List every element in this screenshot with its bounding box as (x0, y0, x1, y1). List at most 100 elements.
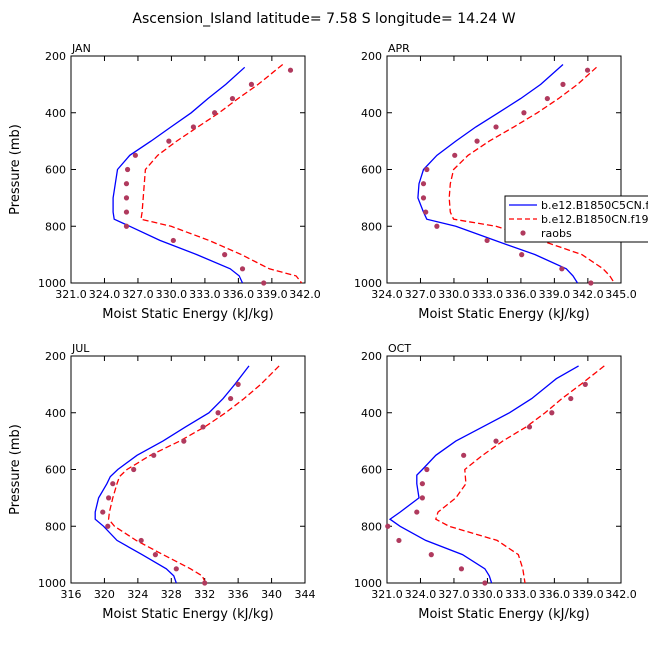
panel-label: JUL (71, 342, 90, 355)
raobs-point (396, 537, 402, 544)
y-tick-label: 800 (45, 520, 66, 533)
y-tick-label: 600 (361, 164, 382, 177)
x-tick-label: 342.0 (289, 288, 321, 301)
raobs-point (423, 209, 429, 215)
x-tick-label: 321.0 (371, 588, 403, 601)
panel-label: JAN (71, 42, 91, 55)
legend-label: raobs (541, 227, 572, 240)
x-tick-label: 324 (127, 588, 148, 601)
series-line (112, 66, 246, 284)
panel-apr: APR 324.0 327.0 330.0 333.0 336.0 339.0 342.0 34… (354, 42, 637, 322)
panel-jul: JUL 316 320 324 328 332 336 340 344 200 400 600 800 1… (8, 342, 316, 622)
x-axis-label: Moist Static Energy (kJ/kg) (102, 607, 273, 622)
raobs-point (248, 81, 255, 87)
y-axis-label: Pressure (mb) (8, 424, 23, 515)
raobs-point (461, 452, 467, 458)
raobs-point (385, 523, 391, 529)
raobs-point (584, 67, 591, 73)
raobs-point (170, 237, 176, 244)
raobs-point (106, 495, 112, 501)
raobs-point (420, 181, 427, 187)
series-b-e12-b1850cn-f19-g16-1 (448, 66, 615, 284)
raobs-point (166, 138, 172, 144)
y-tick-label: 1000 (38, 577, 66, 590)
raobs-point (544, 95, 550, 102)
raobs-point (549, 410, 555, 416)
raobs-point (493, 124, 499, 130)
series-line (417, 64, 579, 284)
series-line (435, 365, 605, 584)
raobs-point (105, 523, 111, 529)
series-b-e12-b1850cn-f19-g16-1 (140, 63, 303, 284)
plot-frame (70, 355, 306, 584)
panel-oct: OCT 321.0 324.0 327.0 330.0 333.0 336.0 339.0 34… (354, 342, 637, 622)
series-line (448, 66, 615, 284)
series-line (388, 365, 579, 584)
raobs-point (151, 452, 157, 458)
figure-title: Ascension_Island latitude= 7.58 S longit… (132, 11, 515, 27)
series-b-e12-b1850c5cn-f19-g16-1 (94, 365, 250, 584)
x-tick-label: 327.0 (438, 588, 470, 601)
x-tick-label: 340 (261, 588, 282, 601)
x-tick-label: 320 (94, 588, 115, 601)
raobs-point (138, 537, 144, 544)
x-tick-label: 327.0 (405, 288, 437, 301)
raobs-point (124, 166, 131, 173)
y-tick-label: 200 (361, 50, 382, 63)
raobs-point (200, 424, 206, 430)
x-tick-label: 339.0 (539, 288, 571, 301)
x-tick-label: 336.0 (223, 288, 255, 301)
raobs-point (132, 152, 138, 158)
series-b-e12-b1850c5cn-f19-g16-1 (112, 66, 246, 284)
y-tick-label: 200 (45, 350, 66, 363)
legend-label: b.e12.B1850CN.f19_g16.1 (541, 213, 648, 226)
series-b-e12-b1850cn-f19-g16-1 (107, 365, 280, 584)
legend-marker (520, 230, 526, 236)
raobs-point (229, 95, 236, 102)
raobs-point (434, 223, 440, 229)
raobs-point (424, 166, 430, 173)
y-tick-label: 400 (361, 107, 382, 120)
x-tick-label: 333.0 (505, 588, 537, 601)
raobs-point (419, 481, 425, 487)
raobs-point (190, 124, 197, 130)
y-tick-label: 600 (361, 464, 382, 477)
y-tick-label: 800 (361, 520, 382, 533)
x-axis-label: Moist Static Energy (kJ/kg) (418, 607, 589, 622)
series-raobs (123, 67, 294, 286)
raobs-point (239, 266, 246, 272)
y-tick-label: 800 (45, 220, 66, 233)
x-tick-label: 342.0 (605, 588, 637, 601)
x-tick-label: 333.0 (472, 288, 504, 301)
raobs-point (261, 280, 267, 286)
x-tick-label: 316 (61, 588, 82, 601)
raobs-point (181, 438, 187, 444)
raobs-point (123, 181, 130, 187)
raobs-point (123, 209, 130, 215)
legend-label: b.e12.B1850C5CN.f19_g16.1 (541, 199, 648, 212)
panel-label: OCT (388, 342, 411, 355)
x-axis-label: Moist Static Energy (kJ/kg) (102, 307, 273, 322)
y-tick-label: 1000 (354, 277, 382, 290)
y-tick-label: 600 (45, 464, 66, 477)
x-tick-label: 328 (161, 588, 182, 601)
raobs-point (526, 424, 533, 430)
raobs-point (474, 138, 480, 144)
x-tick-label: 336.0 (539, 588, 571, 601)
y-tick-label: 400 (45, 407, 66, 420)
x-tick-label: 321.0 (55, 288, 87, 301)
x-tick-label: 344 (295, 588, 316, 601)
panel-jan: JAN 321.0 324.0 327.0 330.0 333.0 336.0 339.0 34… (8, 42, 321, 322)
raobs-point (424, 466, 430, 473)
raobs-point (519, 252, 525, 258)
y-tick-label: 800 (361, 220, 382, 233)
raobs-point (414, 509, 420, 515)
raobs-point (521, 110, 527, 116)
raobs-point (222, 252, 228, 258)
x-tick-label: 339.0 (256, 288, 288, 301)
raobs-point (482, 580, 488, 586)
raobs-point (123, 195, 130, 201)
x-tick-label: 345.0 (605, 288, 637, 301)
x-tick-label: 342.0 (572, 288, 604, 301)
